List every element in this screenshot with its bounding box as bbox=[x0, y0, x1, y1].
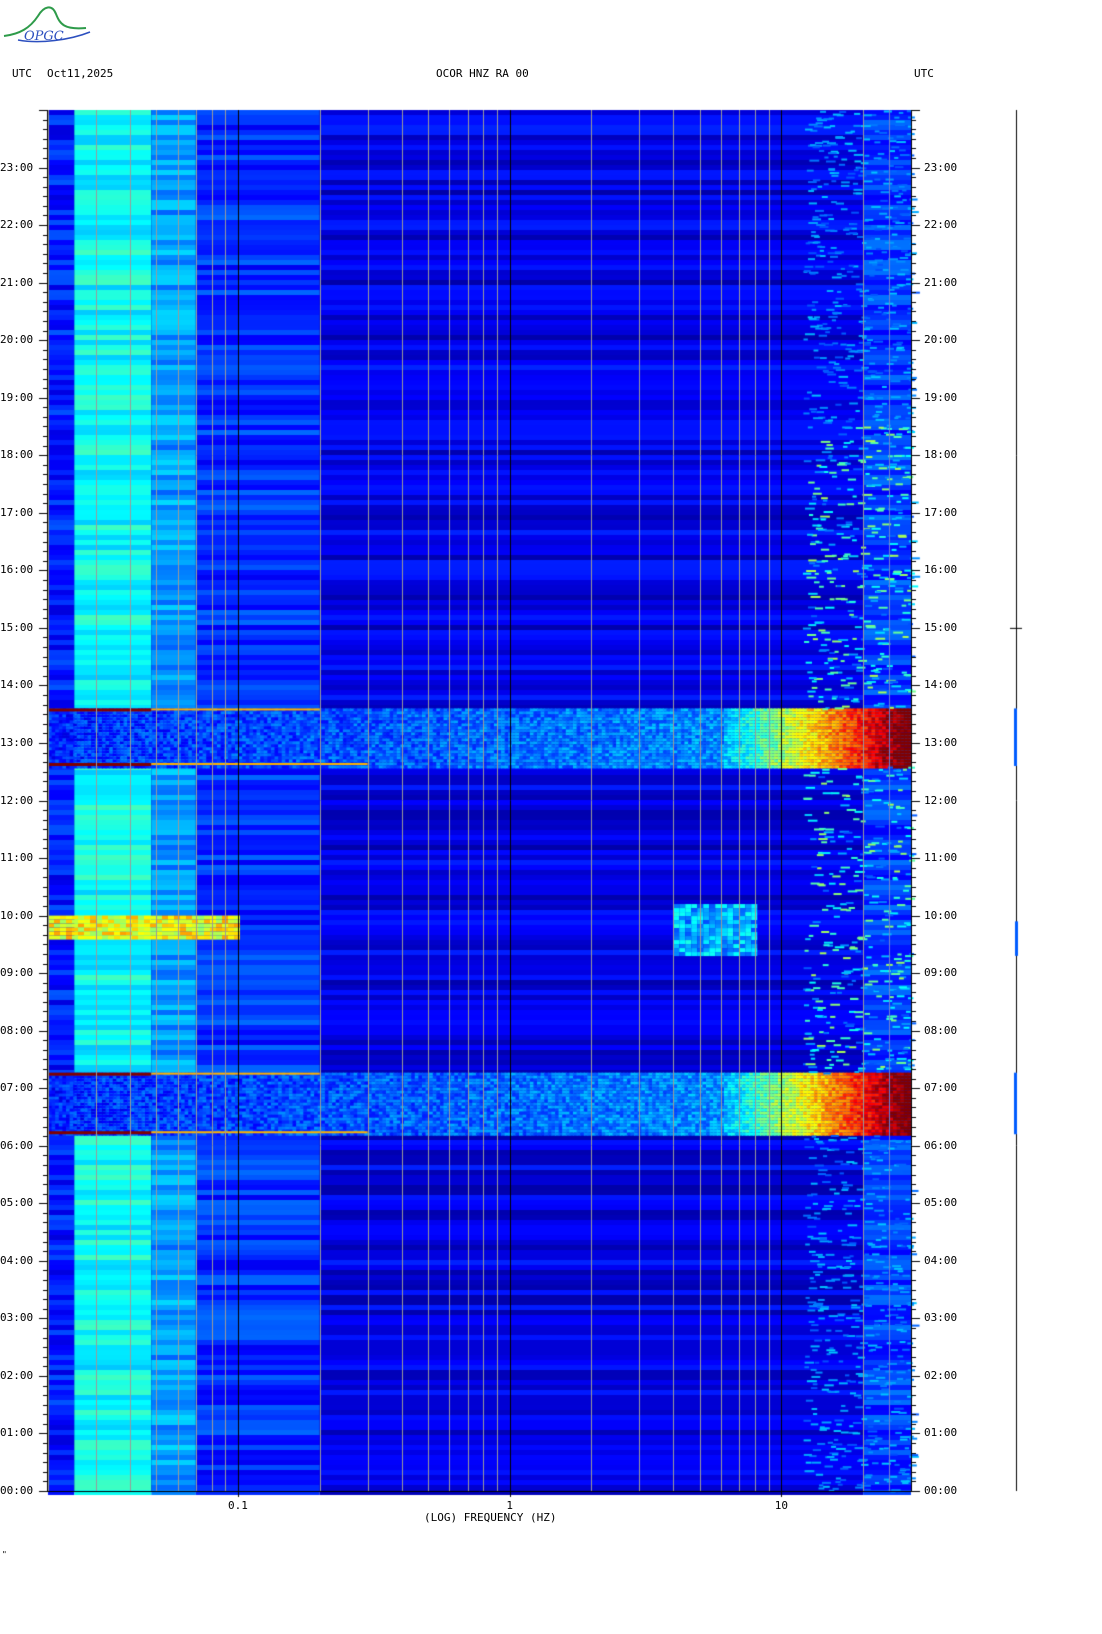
y-tick-label-left: 23:00 bbox=[0, 160, 34, 174]
x-tick-label: 1 bbox=[506, 1499, 513, 1512]
logo-text: OPGC bbox=[24, 29, 64, 44]
y-tick-label-left: 02:00 bbox=[0, 1368, 34, 1382]
y-tick-label-left: 11:00 bbox=[0, 851, 34, 865]
y-tick-label-right: 19:00 bbox=[924, 390, 958, 404]
y-tick-label-right: 00:00 bbox=[924, 1484, 958, 1497]
y-tick-label-left: 10:00 bbox=[0, 908, 34, 922]
y-tick-label-right: 08:00 bbox=[924, 1023, 958, 1037]
y-tick-label-right: 06:00 bbox=[924, 1138, 958, 1152]
y-tick-label-left: 01:00 bbox=[0, 1426, 34, 1440]
date-label: Oct11,2025 bbox=[47, 67, 114, 80]
footer-mark: " bbox=[2, 1550, 7, 1559]
y-tick-label-left: 13:00 bbox=[0, 735, 34, 749]
y-tick-label-right: 14:00 bbox=[924, 678, 958, 692]
logo-mountain bbox=[3, 6, 87, 37]
y-tick-label-right: 22:00 bbox=[924, 218, 958, 232]
y-tick-label-right: 11:00 bbox=[924, 851, 958, 865]
y-tick-label-left: 06:00 bbox=[0, 1138, 34, 1152]
y-tick-label-right: 18:00 bbox=[924, 448, 958, 462]
y-tick-label-right: 16:00 bbox=[924, 563, 958, 577]
y-tick-label-right: 07:00 bbox=[924, 1081, 958, 1095]
y-tick-label-left: 12:00 bbox=[0, 793, 34, 807]
y-tick-label-left: 22:00 bbox=[0, 218, 34, 232]
y-tick-label-left: 07:00 bbox=[0, 1081, 34, 1095]
x-tick-label: 10 bbox=[774, 1499, 788, 1512]
y-tick-label-right: 04:00 bbox=[924, 1253, 958, 1267]
y-tick-label-right: 21:00 bbox=[924, 275, 958, 289]
y-tick-label-left: 19:00 bbox=[0, 390, 34, 404]
y-tick-label-left: 16:00 bbox=[0, 563, 34, 577]
y-tick-label-right: 10:00 bbox=[924, 908, 958, 922]
y-tick-label-right: 03:00 bbox=[924, 1311, 958, 1325]
y-tick-label-left: 04:00 bbox=[0, 1253, 34, 1267]
y-tick-label-right: 13:00 bbox=[924, 735, 958, 749]
y-tick-label-left: 08:00 bbox=[0, 1023, 34, 1037]
left-timezone-label: UTC bbox=[12, 67, 32, 80]
logo-swoosh bbox=[17, 31, 91, 43]
y-tick-label-right: 23:00 bbox=[924, 160, 958, 174]
y-tick-label-left: 00:00 bbox=[0, 1484, 34, 1497]
y-tick-label-right: 17:00 bbox=[924, 505, 958, 519]
y-tick-label-left: 18:00 bbox=[0, 448, 34, 462]
y-tick-label-left: 05:00 bbox=[0, 1196, 34, 1210]
opgc-logo: OPGC bbox=[3, 6, 91, 44]
right-timezone-label: UTC bbox=[914, 67, 934, 80]
y-tick-label-right: 01:00 bbox=[924, 1426, 958, 1440]
y-tick-label-left: 21:00 bbox=[0, 275, 34, 289]
x-tick-label: 0.1 bbox=[228, 1499, 248, 1512]
station-title: OCOR HNZ RA 00 bbox=[436, 67, 529, 80]
y-tick-label-left: 09:00 bbox=[0, 966, 34, 980]
y-tick-label-right: 09:00 bbox=[924, 966, 958, 980]
y-tick-label-left: 03:00 bbox=[0, 1311, 34, 1325]
y-tick-label-left: 14:00 bbox=[0, 678, 34, 692]
y-tick-label-right: 12:00 bbox=[924, 793, 958, 807]
y-tick-label-right: 15:00 bbox=[924, 620, 958, 634]
y-tick-label-right: 05:00 bbox=[924, 1196, 958, 1210]
y-tick-label-left: 15:00 bbox=[0, 620, 34, 634]
y-tick-label-right: 02:00 bbox=[924, 1368, 958, 1382]
y-tick-label-left: 17:00 bbox=[0, 505, 34, 519]
y-tick-label-left: 20:00 bbox=[0, 333, 34, 347]
x-axis-label: (LOG) FREQUENCY (HZ) bbox=[424, 1511, 557, 1524]
y-tick-label-right: 20:00 bbox=[924, 333, 958, 347]
